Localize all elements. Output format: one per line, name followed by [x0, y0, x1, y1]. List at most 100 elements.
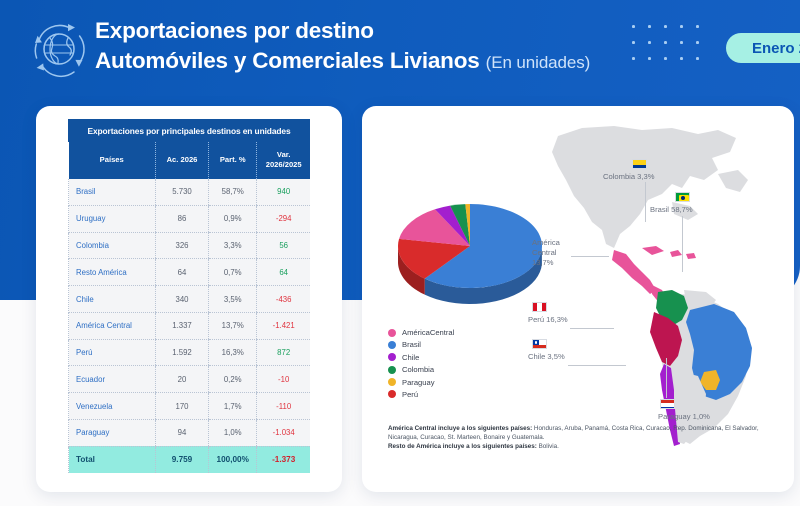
cell-ac: 1.337 — [154, 312, 209, 340]
col-header-part: Part. % — [208, 142, 257, 179]
page-title-line1: Exportaciones por destino — [95, 18, 374, 43]
pie-slice-colombia[interactable] — [450, 204, 470, 246]
table-total-row: Total 9.759 100,00% -1.373 — [68, 446, 310, 473]
col-header-var: Var. 2026/2025 — [256, 142, 310, 179]
period-badge[interactable]: Enero 2026 — [726, 33, 800, 63]
table-head: Países Ac. 2026 Part. % Var. 2026/2025 — [68, 142, 310, 179]
footnote-2-text: Bolivia. — [536, 443, 559, 451]
cell-var: -1.034 — [256, 419, 310, 447]
table-row: Perú 1.592 16,3% 872 — [68, 339, 310, 367]
cell-var: -1.421 — [256, 312, 310, 340]
americas-map — [522, 114, 790, 454]
cell-pais: Uruguay — [68, 205, 156, 233]
pie-slice-perú[interactable] — [398, 238, 470, 279]
header-content: Exportaciones por destino Automóviles y … — [0, 0, 800, 95]
legend-label: Paraguay — [402, 377, 435, 387]
footnote: América Central incluye a los siguientes… — [388, 424, 780, 452]
legend-label: AméricaCentral — [402, 328, 455, 337]
cell-part: 0,2% — [208, 365, 257, 394]
cell-ac: 5.730 — [154, 179, 209, 206]
flag-brasil-icon — [675, 192, 690, 202]
pie-chart — [380, 184, 560, 314]
cell-part: 3,5% — [208, 285, 257, 313]
table-row: Chile 340 3,5% -436 — [68, 285, 310, 313]
cell-ac: 340 — [154, 285, 209, 313]
cell-var: 940 — [256, 179, 310, 206]
cell-pais: Resto América — [68, 258, 156, 287]
page-title-line2: Automóviles y Comerciales Livianos (En u… — [95, 46, 615, 78]
pie-slice-brasil[interactable] — [424, 204, 542, 288]
cell-pais: Brasil — [68, 179, 156, 206]
legend-item[interactable]: Chile — [388, 353, 454, 362]
map-label-america-central: América Central 13,7% — [532, 238, 560, 268]
map-label-paraguay: Paraguay 1,0% — [658, 412, 710, 421]
leader-line-paraguay — [666, 358, 667, 398]
cell-ac: 86 — [154, 205, 209, 233]
title-block: Exportaciones por destino Automóviles y … — [95, 16, 615, 78]
cell-var: 64 — [256, 258, 310, 287]
legend-color-swatch — [388, 353, 396, 362]
legend-item[interactable]: Perú — [388, 390, 454, 399]
cell-part: 100,00% — [208, 446, 257, 473]
cell-ac: 20 — [154, 365, 209, 394]
map-label-peru: Perú 16,3% — [528, 315, 568, 324]
cell-ac: 326 — [154, 232, 209, 260]
pie-legend: AméricaCentral Brasil Chile Colombia Paragua… — [388, 328, 454, 402]
page-title-main: Automóviles y Comerciales Livianos — [95, 48, 480, 73]
cell-ac: 1.592 — [154, 339, 209, 367]
flag-chile-icon — [532, 339, 547, 349]
table-row: Ecuador 20 0,2% -10 — [68, 365, 310, 394]
legend-label: Perú — [402, 389, 419, 399]
cell-pais: Colombia — [68, 232, 156, 260]
cell-var: -110 — [256, 392, 310, 421]
flag-peru-icon — [532, 302, 547, 312]
table-card: Exportaciones por principales destinos e… — [36, 106, 342, 492]
cell-pais: Total — [68, 446, 156, 473]
table-row: Colombia 326 3,3% 56 — [68, 232, 310, 260]
col-header-paises: Países — [68, 142, 156, 179]
cell-ac: 64 — [154, 258, 209, 287]
legend-color-swatch — [388, 390, 396, 399]
cell-part: 1,0% — [208, 419, 257, 447]
table-row: Brasil 5.730 58,7% 940 — [68, 179, 310, 206]
table-row: Venezuela 170 1,7% -110 — [68, 392, 310, 421]
legend-item[interactable]: Colombia — [388, 365, 454, 374]
cell-ac: 9.759 — [154, 446, 209, 473]
cell-part: 0,9% — [208, 205, 257, 233]
cell-pais: América Central — [68, 312, 156, 340]
leader-line-america-central — [571, 256, 609, 257]
footnote-1-bold: América Central incluye a los siguientes… — [388, 425, 533, 432]
chart-map-card: AméricaCentral Brasil Chile Colombia Paragua… — [362, 106, 794, 492]
leader-line-brasil — [682, 216, 683, 272]
cell-var: -436 — [256, 285, 310, 313]
exports-table-wrapper: Exportaciones por principales destinos e… — [68, 119, 310, 473]
cell-part: 3,3% — [208, 232, 257, 260]
map-label-ac-l3: 13,7% — [532, 258, 554, 267]
pie-slice-paraguay[interactable] — [465, 204, 470, 246]
cell-part: 1,7% — [208, 392, 257, 421]
table-header-row: Países Ac. 2026 Part. % Var. 2026/2025 — [68, 142, 310, 179]
legend-item[interactable]: Paraguay — [388, 378, 454, 387]
table-row: Resto América 64 0,7% 64 — [68, 258, 310, 287]
cell-var: 872 — [256, 339, 310, 367]
map-label-colombia: Colombia 3,3% — [603, 172, 655, 181]
leader-line-peru — [570, 328, 614, 329]
map-country-paraguay — [700, 370, 720, 390]
footnote-1-text: Honduras, Aruba, Panamá, Costa Rica, Cur… — [388, 425, 759, 442]
map-label-ac-l1: América — [532, 238, 560, 247]
cell-pais: Ecuador — [68, 365, 156, 394]
pie-slice-américacentral[interactable] — [399, 209, 470, 246]
pie-slice-side-perú — [398, 246, 425, 295]
flag-colombia-icon — [632, 159, 647, 169]
cell-pais: Paraguay — [68, 419, 156, 447]
table-row: Uruguay 86 0,9% -294 — [68, 205, 310, 233]
cell-pais: Chile — [68, 285, 156, 313]
map-label-brasil: Brasil 58,7% — [650, 205, 693, 214]
cell-var: 56 — [256, 232, 310, 260]
pie-slice-chile[interactable] — [434, 205, 470, 246]
legend-item[interactable]: AméricaCentral — [388, 328, 454, 337]
cell-var: -294 — [256, 205, 310, 233]
pie-slice-side-brasil — [424, 248, 542, 304]
legend-item[interactable]: Brasil — [388, 340, 454, 349]
